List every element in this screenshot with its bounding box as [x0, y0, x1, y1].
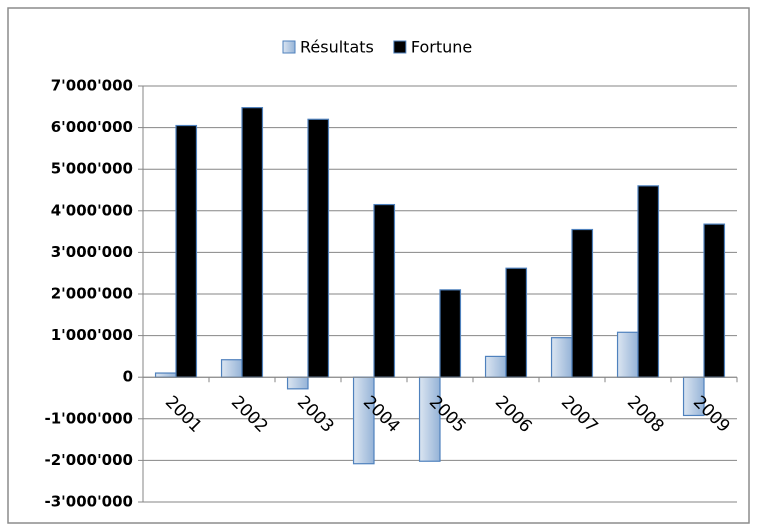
bar: [550, 337, 573, 378]
y-tick-label: 6'000'000: [51, 118, 133, 136]
bar: [175, 124, 198, 378]
y-tick-label: -1'000'000: [45, 409, 133, 427]
bar: [484, 355, 507, 378]
y-tick-label: 2'000'000: [51, 285, 133, 303]
bar: [439, 289, 462, 378]
y-tick-label: 5'000'000: [51, 160, 133, 178]
bar: [418, 376, 441, 462]
bar: [616, 331, 639, 378]
bar: [220, 359, 243, 378]
legend-label: Résultats: [300, 38, 374, 57]
bar: [307, 118, 330, 378]
y-tick-label: 7'000'000: [51, 77, 133, 95]
legend-swatch: [282, 40, 296, 54]
bar: [505, 267, 528, 378]
bar: [571, 228, 594, 378]
y-tick-label: -2'000'000: [45, 451, 133, 469]
bar: [154, 372, 177, 378]
y-tick-label: 3'000'000: [51, 243, 133, 261]
y-tick-label: 1'000'000: [51, 326, 133, 344]
bar: [286, 376, 309, 390]
bar: [373, 203, 396, 378]
bar: [241, 107, 264, 378]
legend-label: Fortune: [411, 38, 472, 57]
y-tick-label: 4'000'000: [51, 201, 133, 219]
bar: [352, 376, 375, 465]
bar: [703, 223, 726, 378]
bar: [637, 185, 660, 378]
y-tick-label: -3'000'000: [45, 493, 133, 511]
y-tick-label: 0: [123, 368, 133, 386]
legend-swatch: [393, 40, 407, 54]
